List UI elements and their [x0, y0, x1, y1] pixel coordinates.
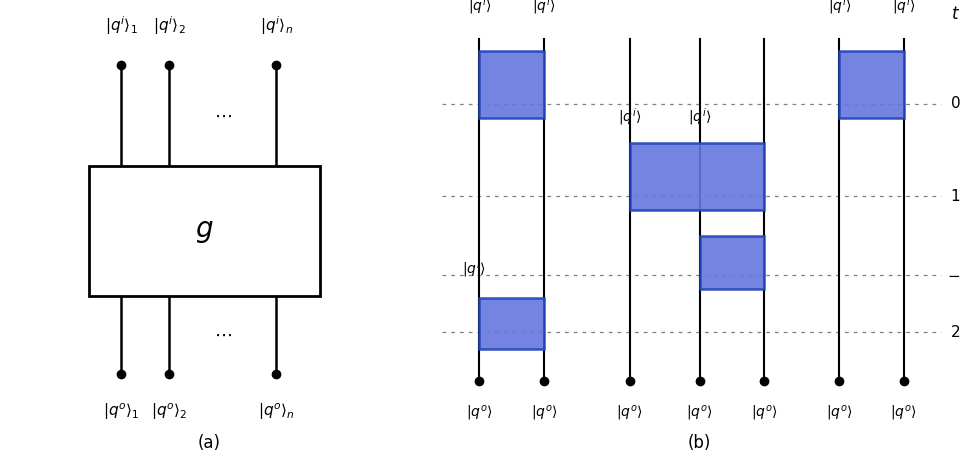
Text: $|q^i\rangle_2$: $|q^i\rangle_2$: [152, 14, 185, 37]
Text: 1: 1: [950, 189, 959, 204]
Text: $|q^o\rangle$: $|q^o\rangle$: [686, 404, 712, 423]
Text: $|q^i\rangle$: $|q^i\rangle$: [687, 106, 710, 127]
Text: $|q^o\rangle$: $|q^o\rangle$: [750, 404, 777, 423]
Text: $|q^o\rangle$: $|q^o\rangle$: [530, 404, 557, 423]
Text: $-$: $-$: [946, 267, 959, 282]
Text: $\cdots$: $\cdots$: [213, 106, 232, 124]
Text: $|q^o\rangle$: $|q^o\rangle$: [889, 404, 916, 423]
Text: 2: 2: [950, 325, 959, 340]
Text: $|q^i\rangle$: $|q^i\rangle$: [462, 259, 486, 279]
Bar: [89, 166, 319, 295]
Text: $|q^o\rangle$: $|q^o\rangle$: [826, 404, 852, 423]
Text: $g$: $g$: [195, 217, 214, 245]
Text: $|q^i\rangle$: $|q^i\rangle$: [891, 0, 914, 16]
Text: $|q^o\rangle$: $|q^o\rangle$: [466, 404, 492, 423]
Text: $|q^i\rangle_n$: $|q^i\rangle_n$: [260, 14, 293, 37]
Bar: [699, 236, 763, 289]
Text: $|q^i\rangle$: $|q^i\rangle$: [531, 0, 555, 16]
Text: $|q^i\rangle$: $|q^i\rangle$: [827, 0, 850, 16]
Text: (b): (b): [687, 434, 710, 453]
Text: $|q^o\rangle$: $|q^o\rangle$: [616, 404, 643, 423]
Text: $|q^i\rangle$: $|q^i\rangle$: [617, 106, 641, 127]
Bar: [838, 51, 903, 118]
Bar: [479, 51, 543, 118]
Text: $|q^o\rangle_n$: $|q^o\rangle_n$: [258, 402, 294, 422]
Text: $\cdots$: $\cdots$: [213, 326, 232, 344]
Text: (a): (a): [197, 434, 220, 453]
Bar: [629, 143, 763, 210]
Text: $|q^o\rangle_2$: $|q^o\rangle_2$: [150, 402, 187, 422]
Text: $|q^i\rangle_1$: $|q^i\rangle_1$: [105, 14, 138, 37]
Text: $|q^i\rangle$: $|q^i\rangle$: [467, 0, 490, 16]
Text: 0: 0: [950, 97, 959, 112]
Text: $t$: $t$: [951, 5, 959, 23]
Text: $|q^o\rangle_1$: $|q^o\rangle_1$: [103, 402, 140, 422]
Bar: [479, 298, 543, 349]
